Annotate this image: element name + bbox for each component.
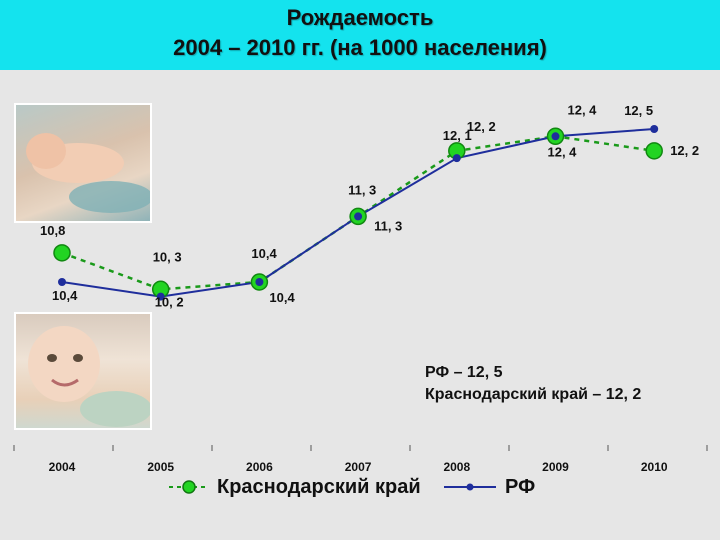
- data-label-krasnodar: 10, 3: [153, 249, 182, 264]
- data-label-rf: 10,4: [269, 290, 295, 305]
- data-point-rf: [156, 292, 165, 301]
- data-point-rf: [354, 212, 363, 221]
- x-tick-label: 2004: [49, 460, 76, 474]
- data-label-krasnodar: 10,4: [251, 246, 277, 261]
- data-label-rf: 12, 4: [548, 144, 578, 159]
- legend-swatch-rf: [444, 483, 496, 491]
- legend-swatch-krasnodar: [169, 480, 209, 494]
- newborn-photo: [14, 103, 152, 223]
- data-point-rf: [255, 278, 264, 286]
- legend-label-krasnodar: Краснодарский край: [217, 476, 421, 498]
- x-tick-label: 2006: [246, 460, 273, 474]
- data-point-krasnodar: [645, 142, 663, 160]
- data-label-krasnodar: 12, 4: [568, 102, 598, 117]
- data-label-rf: 11, 3: [374, 218, 402, 233]
- data-point-rf: [650, 124, 659, 133]
- data-label-rf: 12, 1: [443, 128, 472, 143]
- page-title: Рождаемость: [286, 5, 434, 30]
- data-label-rf: 10,4: [52, 288, 78, 303]
- data-label-krasnodar: 10,8: [40, 223, 65, 238]
- summary-box: РФ – 12, 5 Краснодарский край – 12, 2: [425, 362, 641, 406]
- summary-krasnodar: Краснодарский край – 12, 2: [425, 386, 642, 403]
- x-tick-label: 2009: [542, 460, 569, 474]
- data-label-krasnodar: 11, 3: [348, 182, 376, 197]
- baby-photo: [14, 312, 152, 430]
- data-point-rf: [58, 278, 66, 286]
- data-point-rf: [551, 132, 560, 141]
- data-label-krasnodar: 12, 2: [670, 143, 699, 158]
- legend-label-rf: РФ: [505, 476, 536, 498]
- page-subtitle: 2004 – 2010 гг. (на 1000 населения): [173, 35, 547, 60]
- x-tick-label: 2008: [443, 460, 470, 474]
- x-tick-label: 2010: [641, 460, 668, 474]
- title-bar: Рождаемость 2004 – 2010 гг. (на 1000 нас…: [0, 0, 720, 70]
- data-point-rf: [452, 154, 461, 163]
- data-point-krasnodar: [53, 244, 71, 262]
- data-label-krasnodar: 12, 2: [467, 119, 496, 134]
- x-tick-label: 2005: [147, 460, 174, 474]
- summary-rf: РФ – 12, 5: [425, 364, 503, 381]
- chart-legend: Краснодарский край РФ: [165, 473, 545, 501]
- data-label-rf: 10, 2: [155, 295, 184, 310]
- data-label-rf: 12, 5: [624, 103, 653, 118]
- x-tick-label: 2007: [345, 460, 372, 474]
